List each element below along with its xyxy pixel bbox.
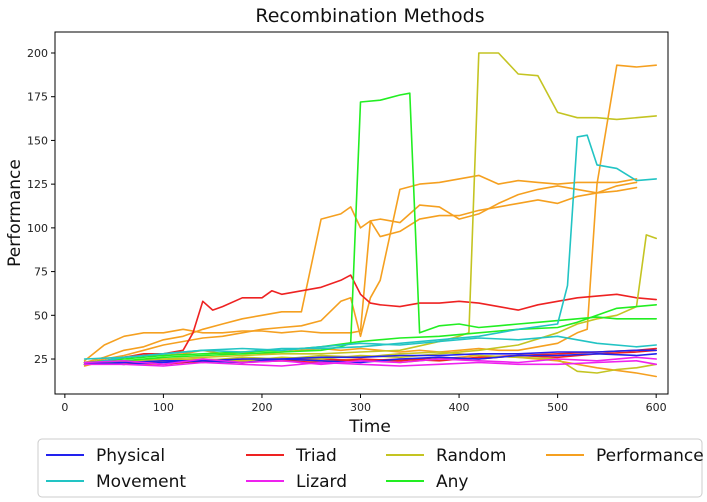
series-line-any-12 — [83, 92, 657, 366]
x-tick-label: 300 — [350, 401, 371, 414]
x-tick-label: 400 — [449, 401, 470, 414]
x-tick-label: 0 — [61, 401, 68, 414]
series-line-performance-3 — [83, 181, 638, 362]
plot-frame — [54, 31, 669, 395]
series-line-movement-15 — [83, 335, 657, 366]
y-tick-label: 25 — [34, 353, 48, 366]
x-axis-title: Time — [348, 417, 391, 437]
legend-frame — [37, 438, 703, 498]
legend: Physical Movement Triad Lizard Random Any Perf… — [37, 438, 704, 498]
chart-title: Recombination Methods — [255, 5, 484, 27]
x-axis: 0 100 200 300 400 500 600 — [61, 394, 667, 414]
series-line-any-13 — [83, 304, 657, 364]
y-tick-label: 75 — [34, 266, 48, 279]
x-tick-label: 600 — [646, 401, 667, 414]
series-line-lizard-18 — [83, 360, 657, 367]
x-tick-label: 500 — [547, 401, 568, 414]
y-tick-label: 125 — [27, 178, 48, 191]
series-line-performance-1 — [83, 185, 638, 364]
legend-label-physical: Physical — [96, 446, 165, 466]
y-tick-label: 100 — [27, 222, 48, 235]
y-tick-label: 50 — [34, 309, 48, 322]
series-line-performance-2 — [83, 174, 638, 366]
series-group — [83, 52, 657, 378]
y-tick-label: 200 — [27, 47, 48, 60]
legend-label-performance: Performance — [596, 446, 704, 466]
series-line-random-9 — [83, 52, 657, 366]
legend-label-lizard: Lizard — [296, 472, 347, 492]
series-line-performance-4 — [83, 64, 657, 367]
x-tick-label: 100 — [153, 401, 174, 414]
legend-label-triad: Triad — [295, 446, 337, 466]
legend-label-any: Any — [436, 472, 468, 492]
y-axis-title: Performance — [5, 159, 25, 267]
series-line-movement-14 — [83, 134, 657, 360]
series-line-triad-6 — [83, 274, 657, 366]
series-line-physical-16 — [83, 349, 657, 366]
y-tick-label: 175 — [27, 91, 48, 104]
y-tick-label: 150 — [27, 134, 48, 147]
x-tick-label: 200 — [251, 401, 272, 414]
legend-label-random: Random — [436, 446, 506, 466]
y-axis: 25 50 75 100 125 150 175 200 — [27, 47, 55, 366]
legend-label-movement: Movement — [96, 472, 186, 492]
series-line-lizard-19 — [83, 356, 657, 366]
